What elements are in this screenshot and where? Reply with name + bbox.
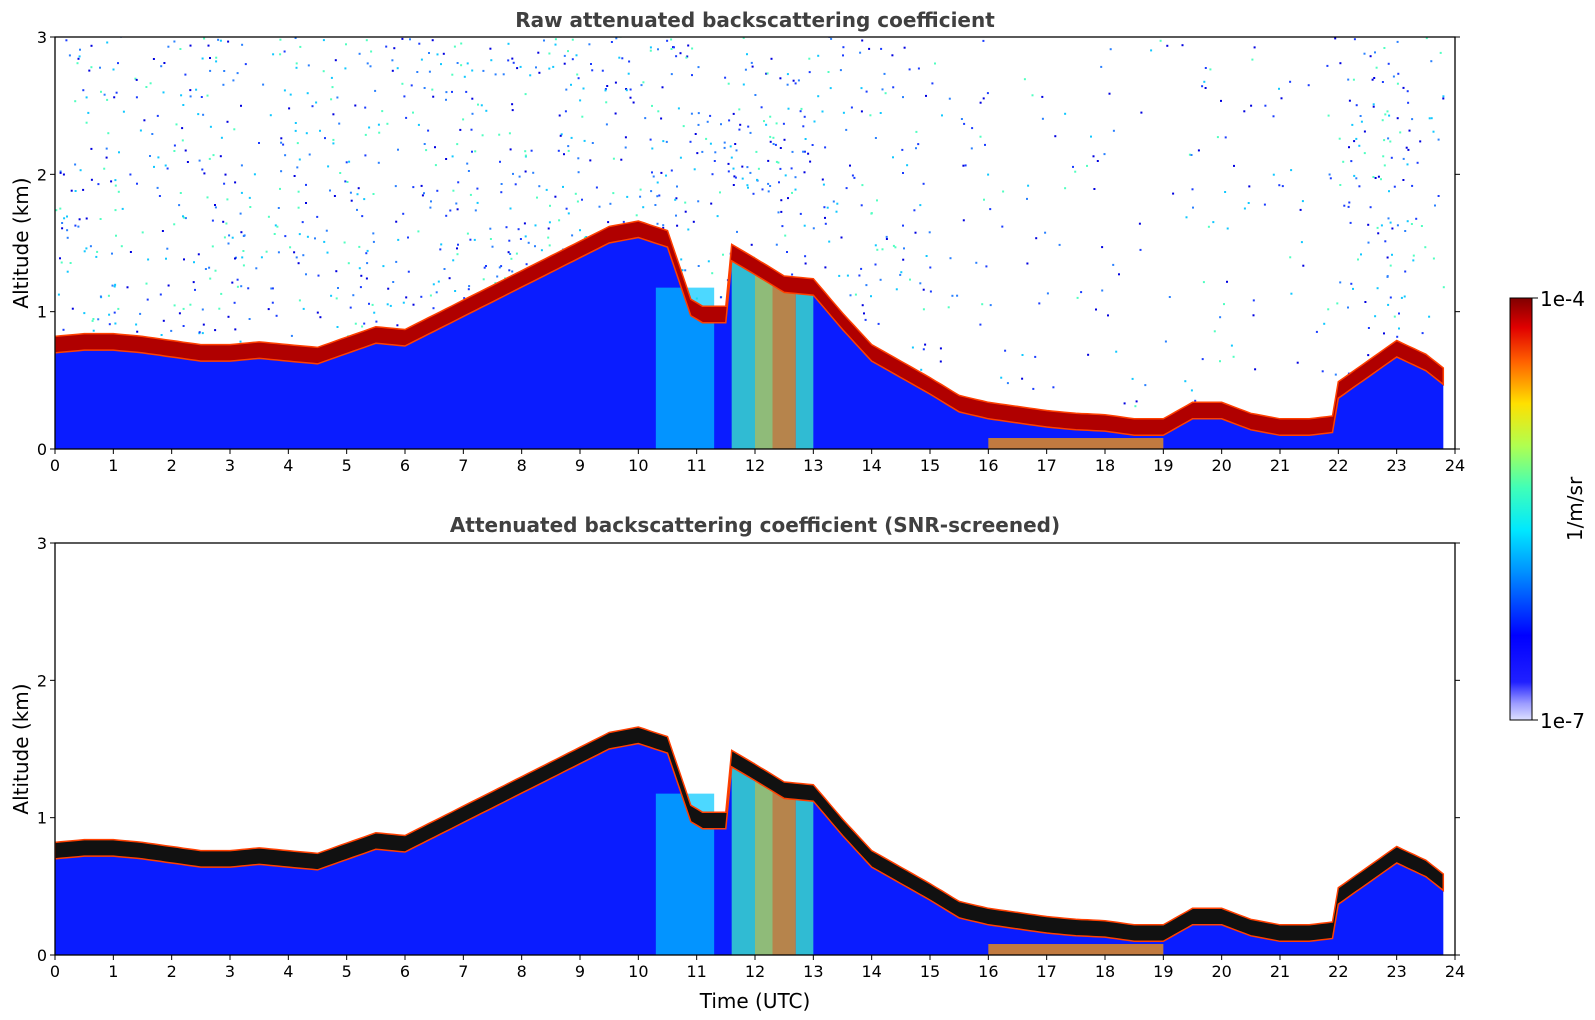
x-tick-label: 19 <box>1153 962 1173 981</box>
y-tick-label: 3 <box>37 534 47 553</box>
y-tick-label: 0 <box>37 440 47 459</box>
x-tick-label: 5 <box>342 962 352 981</box>
x-tick-label: 14 <box>861 456 881 475</box>
x-tick-label: 11 <box>686 456 706 475</box>
x-tick-label: 21 <box>1270 962 1290 981</box>
x-tick-label: 4 <box>283 962 293 981</box>
x-tick-label: 17 <box>1036 456 1056 475</box>
x-tick-label: 0 <box>50 962 60 981</box>
precipitation-streak <box>731 762 755 955</box>
x-tick-label: 15 <box>920 962 940 981</box>
y-tick-label: 3 <box>37 28 47 47</box>
x-tick-label: 24 <box>1445 456 1465 475</box>
colorbar-gradient <box>1509 297 1533 721</box>
x-tick-label: 12 <box>745 962 765 981</box>
x-tick-label: 18 <box>1095 456 1115 475</box>
y-axis: 0 1 2 3 <box>37 534 1460 965</box>
x-tick-label: 12 <box>745 456 765 475</box>
surface-layer <box>988 438 1164 449</box>
y-tick-label: 0 <box>37 946 47 965</box>
x-tick-label: 20 <box>1211 456 1231 475</box>
precipitation-streak <box>795 283 814 449</box>
x-tick-label: 5 <box>342 456 352 475</box>
x-tick-label: 20 <box>1211 962 1231 981</box>
precipitation-streak <box>795 789 814 955</box>
x-tick-label: 22 <box>1328 456 1348 475</box>
x-tick-label: 13 <box>803 962 823 981</box>
x-tick-label: 9 <box>575 962 585 981</box>
precipitation-streak <box>772 281 796 449</box>
x-tick-label: 17 <box>1036 962 1056 981</box>
x-tick-label: 3 <box>225 456 235 475</box>
panel-snr-screened: Attenuated backscattering coefficient (S… <box>9 513 1465 1013</box>
x-tick-label: 23 <box>1386 962 1406 981</box>
x-tick-label: 8 <box>517 456 527 475</box>
x-tick-label: 24 <box>1445 962 1465 981</box>
y-tick-label: 1 <box>37 303 47 322</box>
x-tick-label: 6 <box>400 456 410 475</box>
x-tick-label: 3 <box>225 962 235 981</box>
x-tick-label: 8 <box>517 962 527 981</box>
heatmap-layer <box>55 37 1445 449</box>
x-tick-label: 10 <box>628 962 648 981</box>
x-tick-label: 2 <box>167 962 177 981</box>
colorbar-units-label: 1/m/sr <box>1563 476 1587 541</box>
panel-raw: Raw attenuated backscattering coefficien… <box>9 8 1465 475</box>
precipitation-streak <box>772 787 796 955</box>
colorbar-min-label: 1e-7 <box>1540 709 1585 733</box>
x-tick-label: 1 <box>108 456 118 475</box>
x-tick-label: 22 <box>1328 962 1348 981</box>
x-tick-label: 2 <box>167 456 177 475</box>
x-tick-label: 16 <box>978 962 998 981</box>
x-tick-label: 21 <box>1270 456 1290 475</box>
y-axis: 0 1 2 3 <box>37 28 1460 459</box>
x-tick-label: 23 <box>1386 456 1406 475</box>
colorbar-max-label: 1e-4 <box>1540 287 1585 311</box>
x-tick-label: 19 <box>1153 456 1173 475</box>
x-tick-label: 7 <box>458 456 468 475</box>
x-tick-label: 16 <box>978 456 998 475</box>
y-axis-label: Altitude (km) <box>9 683 33 814</box>
x-tick-label: 18 <box>1095 962 1115 981</box>
precipitation-streak <box>731 256 755 449</box>
x-tick-label: 1 <box>108 962 118 981</box>
precipitation-streak <box>755 774 773 955</box>
x-axis: 0 1 2 3 4 5 6 7 8 9 10 11 12 13 14 15 16 17 18 19 20 21 22 23 24 <box>50 955 1465 981</box>
x-tick-label: 15 <box>920 456 940 475</box>
cloud-layer <box>55 220 1445 437</box>
precipitation-streak <box>755 268 773 449</box>
cloud-layer <box>55 726 1445 943</box>
panel-title: Attenuated backscattering coefficient (S… <box>450 513 1060 537</box>
x-tick-label: 13 <box>803 456 823 475</box>
x-tick-label: 11 <box>686 962 706 981</box>
x-tick-label: 0 <box>50 456 60 475</box>
colorbar: 1e-4 1e-7 1/m/sr <box>1509 287 1587 733</box>
y-tick-label: 2 <box>37 671 47 690</box>
x-axis-label: Time (UTC) <box>699 989 811 1013</box>
x-tick-label: 9 <box>575 456 585 475</box>
y-axis-label: Altitude (km) <box>9 177 33 308</box>
x-tick-label: 4 <box>283 456 293 475</box>
x-axis: 0 1 2 3 4 5 6 7 8 9 10 11 12 13 14 15 16 17 18 19 20 21 22 23 24 <box>50 449 1465 475</box>
x-tick-label: 10 <box>628 456 648 475</box>
heatmap-layer <box>55 726 1445 955</box>
x-tick-label: 14 <box>861 962 881 981</box>
surface-layer <box>988 944 1164 955</box>
panel-title: Raw attenuated backscattering coefficien… <box>515 8 995 32</box>
noise-speckle <box>55 37 1445 408</box>
x-tick-label: 6 <box>400 962 410 981</box>
y-tick-label: 2 <box>37 165 47 184</box>
x-tick-label: 7 <box>458 962 468 981</box>
y-tick-label: 1 <box>37 809 47 828</box>
